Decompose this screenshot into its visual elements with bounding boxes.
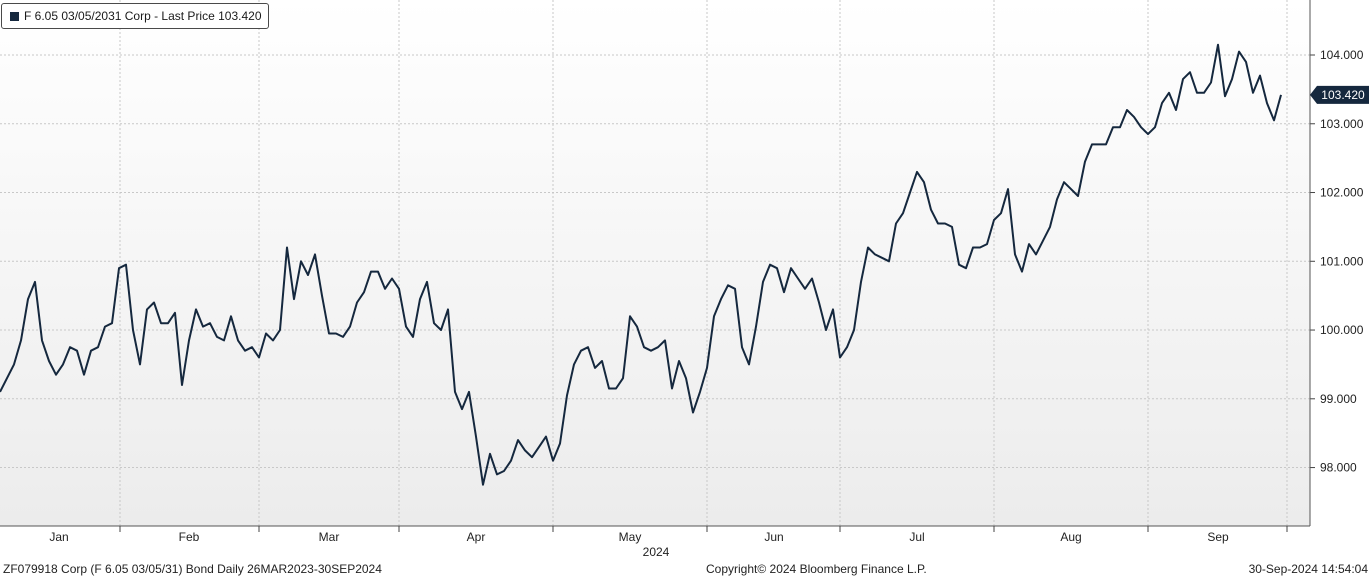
plot-background bbox=[0, 0, 1310, 526]
legend[interactable]: F 6.05 03/05/2031 Corp - Last Price 103.… bbox=[1, 3, 269, 29]
x-month-label: Jan bbox=[49, 530, 68, 544]
y-axis: 98.000 99.000 100.000 101.000 102.000 103.000… bbox=[1309, 0, 1364, 526]
x-axis: Jan Feb Mar Apr May Jun Jul Aug Sep 2024 bbox=[0, 525, 1310, 559]
series-group bbox=[0, 43, 1282, 486]
x-month-label: Feb bbox=[179, 530, 200, 544]
y-tick-label: 104.000 bbox=[1320, 48, 1364, 62]
x-month-label: May bbox=[619, 530, 642, 544]
x-month-label: Apr bbox=[467, 530, 486, 544]
y-tick-label: 100.000 bbox=[1320, 323, 1364, 337]
x-month-label: Mar bbox=[319, 530, 340, 544]
last-value-marker bbox=[1310, 85, 1369, 104]
footer-timestamp: 30-Sep-2024 14:54:04 bbox=[1248, 562, 1368, 576]
x-year-label: 2024 bbox=[643, 545, 670, 559]
x-month-label: Jun bbox=[764, 530, 783, 544]
series-line bbox=[0, 43, 1282, 486]
x-month-label: Sep bbox=[1207, 530, 1229, 544]
footer-security-info: ZF079918 Corp (F 6.05 03/05/31) Bond Dai… bbox=[3, 562, 382, 576]
last-value-tag: 103.420 bbox=[1310, 85, 1369, 104]
legend-label: F 6.05 03/05/2031 Corp - Last Price 103.… bbox=[24, 9, 262, 23]
y-tick-label: 101.000 bbox=[1320, 254, 1364, 268]
y-tick-label: 102.000 bbox=[1320, 186, 1364, 200]
x-month-label: Jul bbox=[909, 530, 924, 544]
y-tick-label: 99.000 bbox=[1320, 392, 1357, 406]
legend-swatch bbox=[10, 11, 19, 21]
last-value-label: 103.420 bbox=[1321, 88, 1365, 102]
footer-copyright: Copyright© 2024 Bloomberg Finance L.P. bbox=[706, 562, 927, 576]
x-month-label: Aug bbox=[1060, 530, 1081, 544]
y-tick-label: 98.000 bbox=[1320, 461, 1357, 475]
y-tick-label: 103.000 bbox=[1320, 117, 1364, 131]
